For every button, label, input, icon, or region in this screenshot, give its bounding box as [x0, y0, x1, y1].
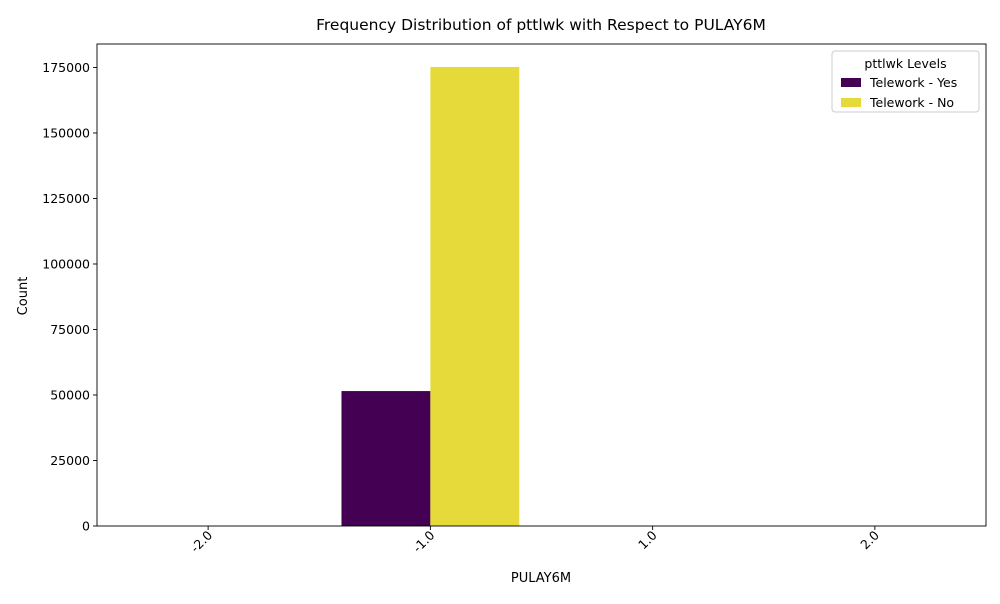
bar-telework-yes-1 — [341, 391, 431, 526]
plot-area: 0 25000 50000 75000 100000 125000 150000 175000… — [42, 43, 987, 555]
legend-title: pttlwk Levels — [864, 56, 946, 71]
legend-box — [831, 50, 980, 113]
bar-telework-no-1 — [430, 66, 520, 526]
x-tick-label: -1.0 — [410, 527, 438, 555]
legend: pttlwk Levels Telework - Yes Telework - No — [831, 50, 980, 113]
y-tick-label: 125000 — [42, 191, 90, 206]
chart-title: Frequency Distribution of pttlwk with Re… — [316, 16, 766, 34]
legend-label: Telework - Yes — [869, 75, 957, 90]
x-tick-label: 2.0 — [857, 527, 882, 552]
x-axis-label: PULAY6M — [511, 571, 571, 586]
legend-label: Telework - No — [869, 95, 954, 110]
y-tick-label: 150000 — [42, 125, 90, 140]
y-tick-label: 0 — [82, 519, 90, 534]
y-tick-label: 175000 — [42, 60, 90, 75]
y-tick-label: 100000 — [42, 256, 90, 271]
plot-frame — [96, 43, 987, 527]
x-tick-label: 1.0 — [635, 527, 660, 552]
legend-swatch — [841, 98, 861, 107]
y-axis-label: Count — [16, 277, 31, 316]
x-tick-label: -2.0 — [187, 527, 215, 555]
y-tick-label: 75000 — [50, 322, 90, 337]
y-tick-label: 25000 — [50, 453, 90, 468]
y-tick-label: 50000 — [50, 387, 90, 402]
legend-swatch — [841, 78, 861, 87]
